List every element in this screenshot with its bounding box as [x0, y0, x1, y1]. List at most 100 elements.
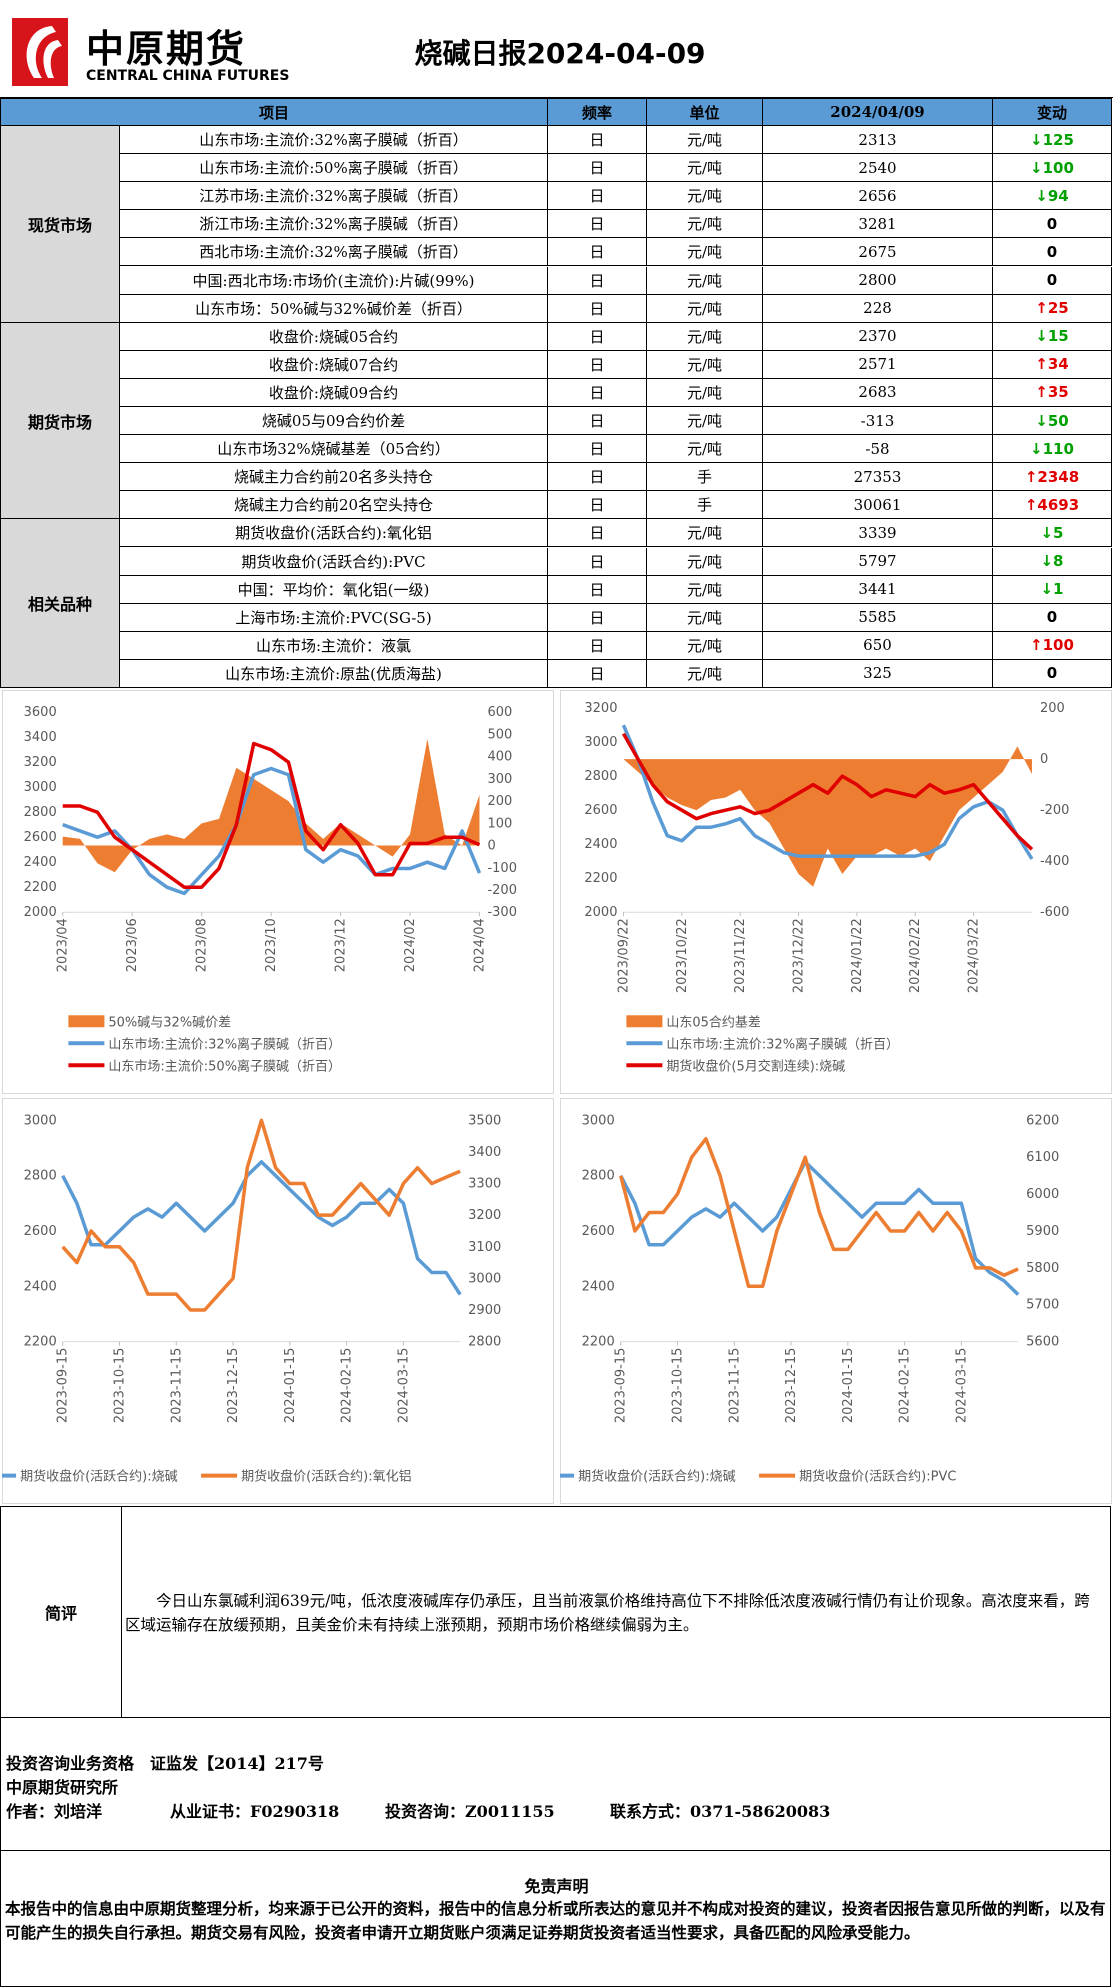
change-cell: ↓125	[993, 126, 1112, 155]
y-tick-label: 2200	[24, 880, 57, 895]
y2-tick-label: -300	[487, 905, 517, 920]
x-tick-label: 2024/02	[403, 918, 418, 972]
comment-text: 今日山东氯碱利润639元/吨，低浓度液碱库存仍承压，且当前液氯价格维持高位下不排…	[125, 1592, 1090, 1634]
table-cell: 期货收盘价(活跃合约):氧化铝	[120, 519, 548, 548]
table-cell: 元/吨	[647, 350, 763, 379]
y-tick-label: 2400	[584, 837, 617, 852]
x-tick-label: 2023/06	[125, 918, 140, 972]
table-cell: 日	[548, 322, 647, 351]
table-cell: 日	[548, 350, 647, 379]
table-cell: 3441	[763, 575, 993, 604]
y2-tick-label: 6200	[1026, 1113, 1059, 1128]
table-cell: 650	[763, 631, 993, 660]
table-cell: 元/吨	[647, 126, 763, 155]
x-tick-label: 2023/12	[334, 918, 349, 972]
y2-tick-label: -100	[487, 861, 517, 876]
y-tick-label: 2600	[584, 803, 617, 818]
y2-tick-label: -600	[1040, 905, 1070, 920]
table-header-cell: 2024/04/09	[763, 98, 993, 126]
table-header-cell: 频率	[548, 98, 647, 126]
table-cell: 日	[548, 407, 647, 436]
table-cell: -313	[763, 407, 993, 436]
footer: 投资咨询业务资格 证监发【2014】217号 中原期货研究所 作者：刘培洋 从业…	[0, 1718, 1111, 1851]
table-cell: 日	[548, 154, 647, 183]
change-cell: ↓15	[993, 322, 1112, 351]
table-cell: 2656	[763, 182, 993, 211]
consult: 投资咨询：Z0011155	[385, 1802, 555, 1821]
y-tick-label: 2200	[582, 1335, 615, 1350]
legend-label: 期货收盘价(活跃合约):PVC	[799, 1469, 956, 1485]
charts: 2000 2200 2400 2600 2800 3000 3200 3400 3600 -300…	[0, 688, 1113, 1506]
table-cell: 浙江市场:主流价:32%离子膜碱（折百）	[120, 210, 548, 239]
table-cell: 3339	[763, 519, 993, 548]
x-tick-label: 2023/09/22	[616, 918, 631, 993]
y-tick-label: 2000	[24, 905, 57, 920]
table-cell: 元/吨	[647, 407, 763, 436]
table-header-cell: 变动	[993, 98, 1112, 126]
y2-tick-label: 3500	[468, 1113, 501, 1128]
legend-label: 山东市场:主流价:32%离子膜碱（折百）	[108, 1036, 341, 1052]
x-tick-label: 2024-01-15	[283, 1348, 298, 1424]
chart: 2200 2400 2600 2800 3000 2800 2900 3000 3100 3200…	[2, 1098, 554, 1504]
author: 作者：刘培洋	[6, 1802, 103, 1821]
table-cell: 元/吨	[647, 182, 763, 211]
y2-tick-label: 3000	[468, 1271, 501, 1286]
table-cell: 日	[548, 659, 647, 688]
change-cell: 0	[993, 603, 1112, 632]
y2-tick-label: 3300	[468, 1177, 501, 1192]
change-cell: ↓110	[993, 435, 1112, 464]
y2-tick-label: 0	[487, 839, 495, 854]
table-cell: 元/吨	[647, 547, 763, 576]
change-cell: ↓50	[993, 407, 1112, 436]
table-cell: 元/吨	[647, 603, 763, 632]
disclaimer-title: 免责声明	[524, 1877, 589, 1896]
table-cell: 2675	[763, 238, 993, 267]
x-tick-label: 2024-02-15	[898, 1348, 913, 1424]
table-cell: 烧碱05与09合约价差	[120, 407, 548, 436]
institute: 中原期货研究所	[6, 1778, 119, 1797]
table-cell: 日	[548, 126, 647, 155]
table-cell: 烧碱主力合约前20名多头持仓	[120, 463, 548, 492]
logo-icon	[12, 18, 68, 86]
x-tick-label: 2023-12-15	[784, 1348, 799, 1424]
table-cell: 元/吨	[647, 322, 763, 351]
y-tick-label: 2800	[24, 1169, 57, 1184]
table-cell: 元/吨	[647, 154, 763, 183]
change-cell: ↑2348	[993, 463, 1112, 492]
y2-tick-label: 6000	[1026, 1187, 1059, 1202]
table-cell: 手	[647, 491, 763, 520]
table-cell: 收盘价:烧碱05合约	[120, 322, 548, 351]
x-tick-label: 2023/08	[195, 918, 210, 972]
y-tick-label: 3600	[24, 705, 57, 720]
y2-tick-label: -200	[487, 883, 517, 898]
table-cell: 山东市场:主流价:50%离子膜碱（折百）	[120, 154, 548, 183]
x-tick-label: 2024/03/22	[967, 918, 982, 993]
y-tick-label: 2800	[24, 805, 57, 820]
y-tick-label: 3000	[24, 1113, 57, 1128]
table-cell: 5585	[763, 603, 993, 632]
chart: 2000220024002600280030003200-600-400-200…	[560, 690, 1112, 1094]
table-cell: 山东市场32%烧碱基差（05合约）	[120, 435, 548, 464]
legend-swatch	[68, 1015, 105, 1028]
y2-tick-label: -400	[1040, 854, 1070, 869]
legend-label: 50%碱与32%碱价差	[108, 1015, 231, 1030]
comment-box: 简评 今日山东氯碱利润639元/吨，低浓度液碱库存仍承压，且当前液氯价格维持高位…	[0, 1506, 1111, 1718]
table-cell: 山东市场:主流价:原盐(优质海盐)	[120, 659, 548, 688]
change-cell: ↑4693	[993, 491, 1112, 520]
y2-tick-label: 300	[487, 772, 512, 787]
y2-tick-label: 5800	[1026, 1261, 1059, 1276]
table-cell: 日	[548, 463, 647, 492]
x-tick-label: 2024-01-15	[841, 1348, 856, 1424]
table-header-cell: 项目	[0, 98, 548, 126]
table-cell: 收盘价:烧碱09合约	[120, 378, 548, 407]
chart-border	[560, 1098, 1112, 1504]
table-cell: 元/吨	[647, 659, 763, 688]
y2-tick-label: 2800	[468, 1335, 501, 1350]
table-cell: 山东市场:主流价：液氯	[120, 631, 548, 660]
table-cell: 日	[548, 575, 647, 604]
table-cell: 2800	[763, 266, 993, 295]
chart-border	[560, 690, 1112, 1094]
table-cell: 山东市场:主流价:32%离子膜碱（折百）	[120, 126, 548, 155]
y2-tick-label: 6100	[1026, 1150, 1059, 1165]
table-cell: 元/吨	[647, 435, 763, 464]
